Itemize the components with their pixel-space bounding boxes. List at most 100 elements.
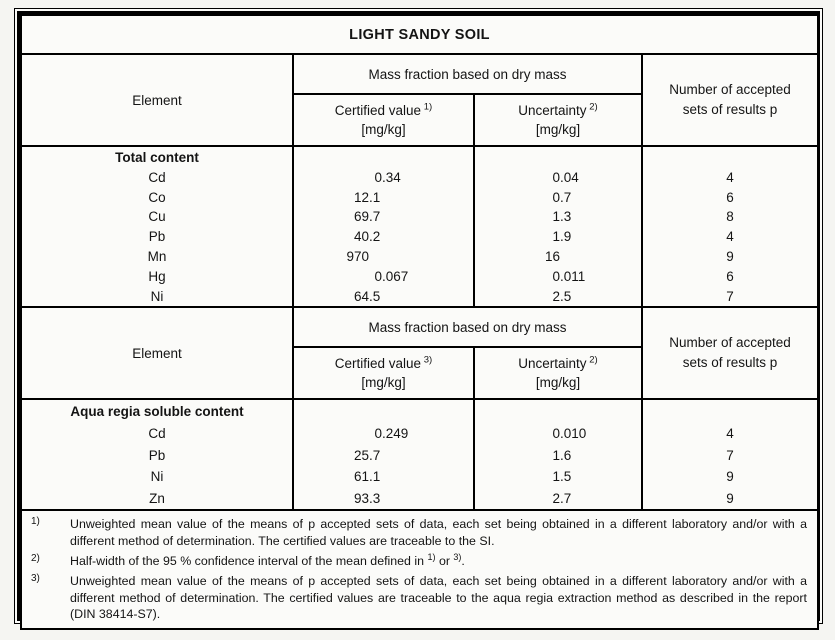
footnote-text: Half-width of the 95 % confidence interv… — [70, 551, 465, 568]
footnote: 1) Unweighted mean value of the means of … — [26, 516, 809, 550]
accepted-sets-value: 7 — [726, 288, 734, 304]
footnote-ref: 1) — [427, 551, 436, 562]
certified-value: 93.3 — [353, 490, 381, 506]
certified-value-column: 0.34 12.1 69.7 40.2 970 0.067 64.5 — [292, 144, 475, 309]
uncertainty-value: 1.3 — [552, 209, 572, 225]
element-symbol: Pb — [148, 229, 166, 245]
element-symbol: Cd — [148, 425, 166, 441]
footnote: 3) Unweighted mean value of the means of … — [26, 573, 809, 623]
total-content-section: Total content Cd Co Cu Pb Mn Hg Ni 0.34 12.1 69.7… — [20, 144, 819, 309]
section-group-label: Aqua regia soluble content — [70, 404, 244, 420]
element-symbol: Ni — [150, 469, 164, 485]
unit-label: [mg/kg] — [361, 122, 406, 137]
footnote-ref-1: 1) — [423, 101, 433, 113]
uncertainty-column: 0.010 1.6 1.5 2.7 — [473, 398, 643, 512]
accepted-sets-value: 9 — [726, 248, 734, 264]
unit-label: [mg/kg] — [535, 122, 581, 137]
document-outer-border: LIGHT SANDY SOIL Element Mass fraction b… — [14, 8, 823, 631]
element-column-header: Element — [20, 53, 294, 147]
footnote-ref-2: 2) — [589, 101, 598, 113]
footnote-ref-2: 2) — [589, 354, 598, 366]
section-group-label: Total content — [115, 150, 199, 165]
accepted-sets-header: Number of accepted sets of results p — [641, 306, 819, 401]
footnote-marker: 3) — [31, 572, 40, 584]
element-symbol: Mn — [147, 248, 167, 264]
certified-value: 0.249 — [374, 425, 409, 441]
element-column-header: Element — [20, 306, 294, 401]
element-column: Aqua regia soluble content Cd Pb Ni Zn — [20, 398, 294, 512]
uncertainty-value: 2.5 — [552, 288, 572, 304]
certified-value-column: 0.249 25.7 61.1 93.3 — [292, 398, 475, 512]
spacer — [643, 401, 817, 423]
accepted-sets-value: 4 — [726, 229, 734, 245]
accepted-sets-header: Number of accepted sets of results p — [641, 53, 819, 147]
certified-value: 40.2 — [353, 229, 381, 245]
certified-value: 970 — [346, 248, 369, 264]
certified-value-header: Certified value 1) [mg/kg] — [292, 93, 475, 147]
spacer — [475, 148, 641, 168]
uncertainty-label: Uncertainty 2) — [518, 354, 598, 372]
spacer — [294, 401, 473, 423]
footnote: 2) Half-width of the 95 % confidence inte… — [26, 551, 809, 570]
accepted-sets-value: 9 — [726, 469, 734, 485]
spacer — [475, 401, 641, 423]
footnotes-block: 1) Unweighted mean value of the means of … — [20, 509, 819, 631]
accepted-sets-value: 7 — [726, 447, 734, 463]
spacer — [294, 148, 473, 168]
footnote-ref: 3) — [453, 551, 462, 562]
unit-label: [mg/kg] — [361, 375, 406, 391]
spacer — [643, 148, 817, 168]
footnote-ref-3: 3) — [423, 354, 433, 366]
certified-value: 0.067 — [374, 268, 409, 284]
table-title: LIGHT SANDY SOIL — [20, 14, 819, 55]
certified-value-label: Certified value 1) — [334, 101, 433, 118]
uncertainty-value: 1.6 — [552, 447, 572, 463]
uncertainty-value: 0.011 — [552, 268, 586, 284]
certified-value: 25.7 — [353, 447, 381, 463]
footnote-text: Unweighted mean value of the means of p … — [70, 573, 807, 622]
uncertainty-value: 0.04 — [552, 169, 579, 185]
uncertainty-value: 0.7 — [552, 189, 572, 205]
uncertainty-label: Uncertainty 2) — [518, 101, 598, 118]
accepted-sets-column: 4 6 8 4 9 6 7 — [641, 144, 819, 309]
certified-value-header: Certified value 3) [mg/kg] — [292, 346, 475, 401]
uncertainty-header: Uncertainty 2) [mg/kg] — [473, 346, 643, 401]
accepted-sets-value: 6 — [726, 268, 734, 284]
element-symbol: Cd — [148, 169, 166, 185]
accepted-sets-value: 8 — [726, 209, 734, 225]
accepted-sets-value: 6 — [726, 189, 734, 205]
element-symbol: Co — [148, 189, 166, 205]
element-symbol: Pb — [148, 447, 166, 463]
accepted-sets-column: 4 7 9 9 — [641, 398, 819, 512]
document-inner-border: LIGHT SANDY SOIL Element Mass fraction b… — [17, 11, 820, 631]
uncertainty-header: Uncertainty 2) [mg/kg] — [473, 93, 643, 147]
certified-value: 64.5 — [353, 288, 381, 304]
footnote-marker: 2) — [31, 552, 40, 564]
uncertainty-value: 16 — [544, 248, 560, 264]
element-column: Total content Cd Co Cu Pb Mn Hg Ni — [20, 144, 294, 309]
element-symbol: Ni — [150, 288, 164, 304]
uncertainty-column: 0.04 0.7 1.3 1.9 16 0.011 2.5 — [473, 144, 643, 309]
certified-value: 61.1 — [353, 469, 381, 485]
element-symbol: Zn — [149, 490, 165, 506]
accepted-sets-value: 4 — [726, 169, 734, 185]
certified-value: 12.1 — [353, 189, 381, 205]
unit-label: [mg/kg] — [535, 375, 581, 391]
uncertainty-value: 0.010 — [552, 425, 587, 441]
mass-fraction-header: Mass fraction based on dry mass — [292, 306, 643, 349]
footnote-text: Unweighted mean value of the means of p … — [70, 517, 807, 549]
uncertainty-value: 2.7 — [552, 490, 572, 506]
mass-fraction-header: Mass fraction based on dry mass — [292, 53, 643, 95]
element-symbol: Hg — [148, 268, 166, 284]
accepted-sets-value: 4 — [726, 425, 734, 441]
uncertainty-value: 1.5 — [552, 469, 572, 485]
aqua-regia-section: Aqua regia soluble content Cd Pb Ni Zn 0.249… — [20, 398, 819, 512]
footnote-marker: 1) — [31, 516, 40, 528]
certified-value-label: Certified value 3) — [334, 354, 433, 372]
certified-value: 69.7 — [353, 209, 381, 225]
element-symbol: Cu — [148, 209, 166, 225]
accepted-sets-value: 9 — [726, 490, 734, 506]
certified-value: 0.34 — [374, 169, 401, 185]
certified-values-table: LIGHT SANDY SOIL Element Mass fraction b… — [20, 14, 819, 631]
uncertainty-value: 1.9 — [552, 229, 572, 245]
